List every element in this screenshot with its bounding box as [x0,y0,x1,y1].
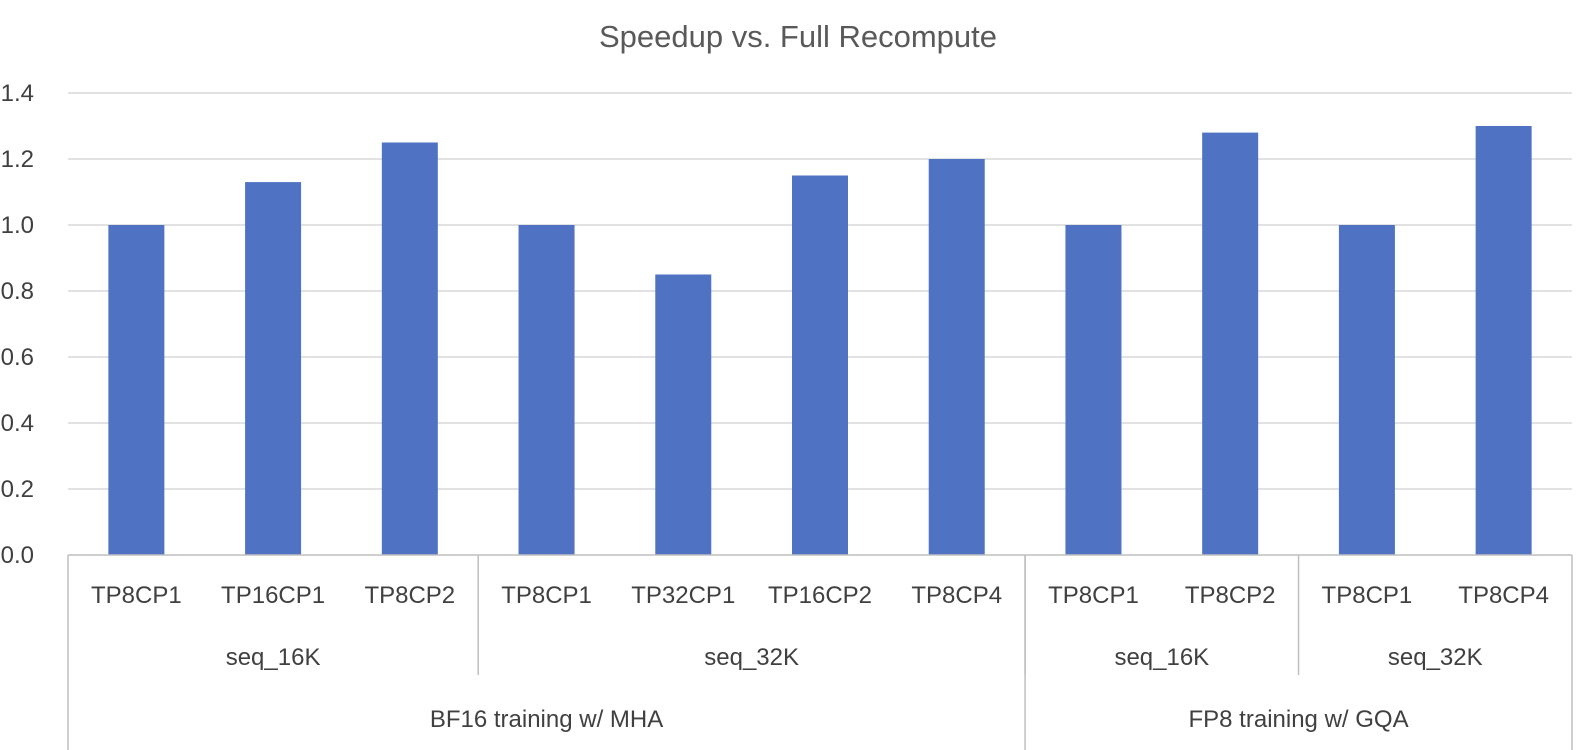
x-tick-label: TP8CP4 [1458,582,1549,609]
x-tick-label: TP8CP1 [1322,582,1413,609]
x-tick-label: TP8CP1 [91,582,182,609]
x-tick-label: TP8CP1 [501,582,592,609]
x-tick-label: TP16CP2 [768,582,872,609]
bar [792,175,848,555]
x-tick-label: TP8CP2 [364,582,455,609]
y-tick-label: 1.0 [1,212,34,239]
bar [1065,225,1122,555]
bar [1202,132,1259,555]
bar [245,182,302,555]
bar [381,142,438,555]
x-tick-label: TP8CP4 [911,582,1002,609]
bars [108,126,1532,555]
bar [108,225,165,555]
group-label-level2: seq_16K [226,644,321,671]
bar [518,225,575,555]
y-tick-label: 1.4 [1,80,34,107]
x-tick-label: TP8CP1 [1048,582,1139,609]
group-label-level1: BF16 training w/ MHA [430,706,663,733]
x-tick-label: TP8CP2 [1185,582,1276,609]
x-axis: TP8CP1 TP16CP1 TP8CP2 TP8CP1 TP32CP1 TP16CP2 T… [67,554,1573,750]
y-tick-label: 0.2 [1,476,34,503]
group-label-level1: FP8 training w/ GQA [1189,706,1409,733]
y-tick-label: 0.6 [1,344,34,371]
x-tick-label: TP16CP1 [221,582,325,609]
group-label-level2: seq_32K [1388,644,1483,671]
y-tick-label: 0.8 [1,278,34,305]
bar [655,274,712,555]
y-tick-label: 1.2 [1,146,34,173]
bar [1475,126,1532,555]
y-axis-ticks: 0.0 0.2 0.4 0.6 0.8 1.0 1.2 1.4 [1,80,34,569]
group-label-level2: seq_32K [704,644,799,671]
bar [928,159,985,555]
group-label-level2: seq_16K [1114,644,1209,671]
chart-title: Speedup vs. Full Recompute [599,19,997,54]
y-tick-label: 0.0 [1,542,34,569]
y-tick-label: 0.4 [1,410,34,437]
x-tick-label: TP32CP1 [631,582,735,609]
bar [1338,225,1395,555]
